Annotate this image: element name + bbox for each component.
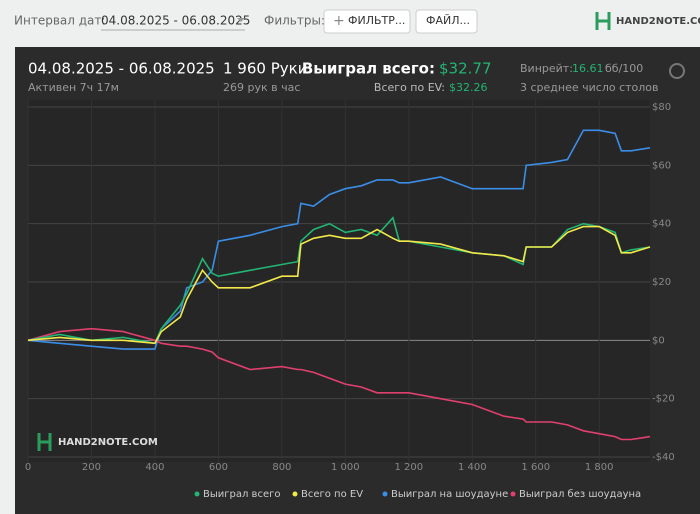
legend-label: Выиграл на шоудауне (391, 489, 508, 500)
legend-marker (194, 491, 200, 497)
x-tick-label: 200 (82, 462, 101, 473)
y-tick-label: $80 (652, 102, 671, 113)
series-line (27, 225, 651, 345)
file-button-text: ФАЙЛ... (426, 14, 470, 27)
x-tick-label: 1 800 (585, 462, 614, 473)
x-tick-label: 600 (209, 462, 228, 473)
ev-label: Всего по EV: (374, 81, 445, 94)
series-line (27, 216, 651, 345)
watermark: HAND2NOTE.COM (58, 437, 158, 448)
x-tick-label: 1 000 (331, 462, 360, 473)
x-tick-label: 1 400 (458, 462, 487, 473)
legend: Выиграл всего Всего по EV Выиграл на шоуда… (194, 489, 641, 500)
plot: -$40 -$20 $0 $20 $40 $60 $80 0 200 400 600 800 1 000… (25, 100, 675, 473)
plot-area (28, 100, 650, 462)
logo-icon (595, 12, 611, 30)
x-tick-label: 1 600 (521, 462, 550, 473)
tables: 3 среднее число столов (520, 81, 659, 94)
settings-icon[interactable] (669, 63, 685, 79)
won-value: $32.77 (439, 60, 492, 78)
x-tick-label: 0 (25, 462, 31, 473)
winrate-value: 16.61 (572, 62, 604, 75)
logo: HAND2NOTE.COM (616, 16, 700, 27)
y-tick-label: $20 (652, 277, 671, 288)
legend-marker (510, 491, 516, 497)
date-dropdown-arrow[interactable] (237, 18, 245, 22)
plus-icon: + (333, 13, 345, 29)
filters-label: Фильтры: (264, 14, 325, 28)
watermark-icon (37, 433, 52, 451)
x-tick-label: 800 (272, 462, 291, 473)
x-tick-label: 400 (145, 462, 164, 473)
won-label: Выиграл всего: (302, 60, 435, 78)
active-time: Активен 7ч 17м (28, 81, 119, 94)
winrate-label: Винрейт: (520, 62, 573, 75)
period: 04.08.2025 - 06.08.2025 (28, 60, 215, 78)
date-picker[interactable]: 04.08.2025 - 06.08.2025 (101, 14, 250, 28)
ev-value: $32.26 (449, 81, 488, 94)
y-tick-label: $0 (652, 335, 665, 346)
y-tick-label: -$20 (652, 394, 675, 405)
hands-per-hour: 269 рук в час (223, 81, 300, 94)
series-line (27, 327, 651, 441)
legend-marker (292, 491, 298, 497)
y-tick-label: -$40 (652, 452, 675, 463)
x-tick-label: 1 200 (394, 462, 423, 473)
filter-button[interactable] (323, 9, 411, 34)
hands: 1 960 Руки (223, 60, 307, 78)
legend-label: Выиграл всего (203, 489, 280, 500)
legend-label: Выиграл без шоудауна (519, 489, 641, 500)
y-tick-label: $60 (652, 160, 671, 171)
legend-marker (382, 491, 388, 497)
filter-button-text: ФИЛЬТР... (348, 14, 405, 27)
legend-label: Всего по EV (301, 489, 363, 500)
date-label: Интервал дат: (14, 14, 105, 28)
series-line (27, 129, 651, 350)
winrate-unit: бб/100 (605, 62, 643, 75)
y-tick-label: $40 (652, 219, 671, 230)
file-button[interactable] (415, 9, 478, 34)
